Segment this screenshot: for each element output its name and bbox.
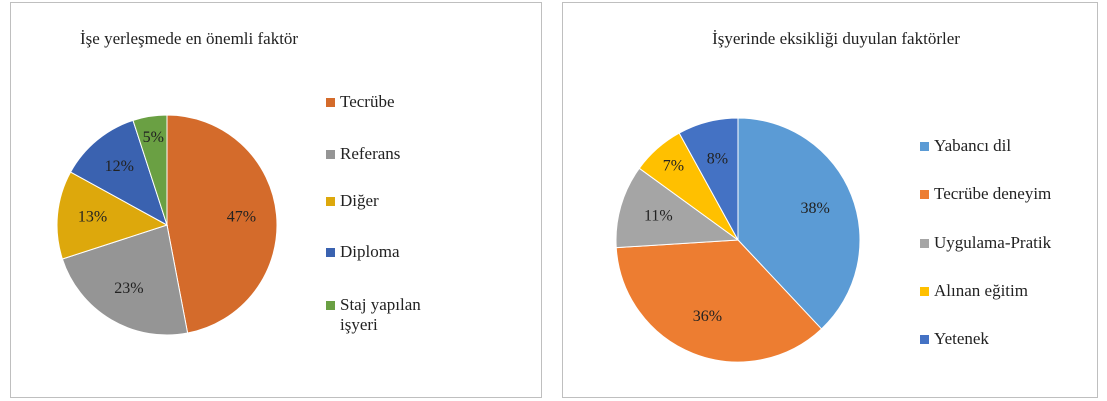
legend-item: Diğer bbox=[326, 191, 436, 211]
legend-label: Tecrübe deneyim bbox=[934, 184, 1052, 203]
legend-item: Alınan eğitim bbox=[920, 281, 1095, 301]
legend-item: Yabancı dil bbox=[920, 136, 1095, 156]
pie-slice bbox=[737, 117, 861, 330]
legend-item: Diploma bbox=[326, 242, 436, 262]
legend-swatch bbox=[920, 287, 929, 296]
legend-item: Staj yapılan işyeri bbox=[326, 295, 436, 335]
chart-title: İşyerinde eksikliği duyulan faktörler bbox=[712, 29, 960, 48]
data-label: 23% bbox=[114, 280, 143, 297]
legend-item: Tecrübe bbox=[326, 92, 436, 112]
pie-slice bbox=[132, 114, 168, 226]
data-label: 47% bbox=[227, 209, 256, 226]
legend-label: Uygulama-Pratik bbox=[934, 233, 1052, 252]
legend-label: Diploma bbox=[340, 242, 400, 261]
legend-label: Tecrübe bbox=[340, 92, 395, 111]
legend-label: Staj yapılan işyeri bbox=[340, 295, 421, 334]
data-label: 11% bbox=[644, 208, 673, 225]
data-label: 38% bbox=[800, 200, 829, 217]
data-label: 7% bbox=[663, 157, 684, 174]
legend-swatch bbox=[326, 98, 335, 107]
chart-title: İşe yerleşmede en önemli faktör bbox=[80, 29, 298, 48]
legend-swatch bbox=[920, 142, 929, 151]
pie-slice bbox=[56, 171, 169, 260]
pie-slice bbox=[615, 167, 740, 249]
pie-slice bbox=[678, 117, 739, 241]
pie-slice bbox=[166, 114, 278, 334]
pie-slice bbox=[615, 239, 823, 363]
data-label: 36% bbox=[693, 308, 722, 325]
data-label: 8% bbox=[707, 150, 728, 167]
data-label: 13% bbox=[78, 209, 107, 226]
legend-swatch bbox=[326, 150, 335, 159]
legend-swatch bbox=[326, 197, 335, 206]
legend-item: Yetenek bbox=[920, 329, 1095, 349]
legend-label: Referans bbox=[340, 144, 401, 163]
legend-label: Yabancı dil bbox=[934, 136, 1012, 155]
legend-swatch bbox=[920, 190, 929, 199]
legend-swatch bbox=[326, 301, 335, 310]
legend-label: Alınan eğitim bbox=[934, 281, 1028, 300]
pie-slice bbox=[69, 119, 168, 227]
legend-item: Referans bbox=[326, 144, 436, 164]
legend-label: Diğer bbox=[340, 191, 379, 210]
data-label: 12% bbox=[105, 158, 134, 175]
legend-swatch bbox=[326, 248, 335, 257]
pie-slice bbox=[61, 224, 189, 336]
legend-item: Tecrübe deneyim bbox=[920, 184, 1095, 204]
data-label: 5% bbox=[143, 129, 164, 146]
legend-label: Yetenek bbox=[934, 329, 989, 348]
legend-swatch bbox=[920, 335, 929, 344]
legend-item: Uygulama-Pratik bbox=[920, 233, 1095, 253]
legend-swatch bbox=[920, 239, 929, 248]
